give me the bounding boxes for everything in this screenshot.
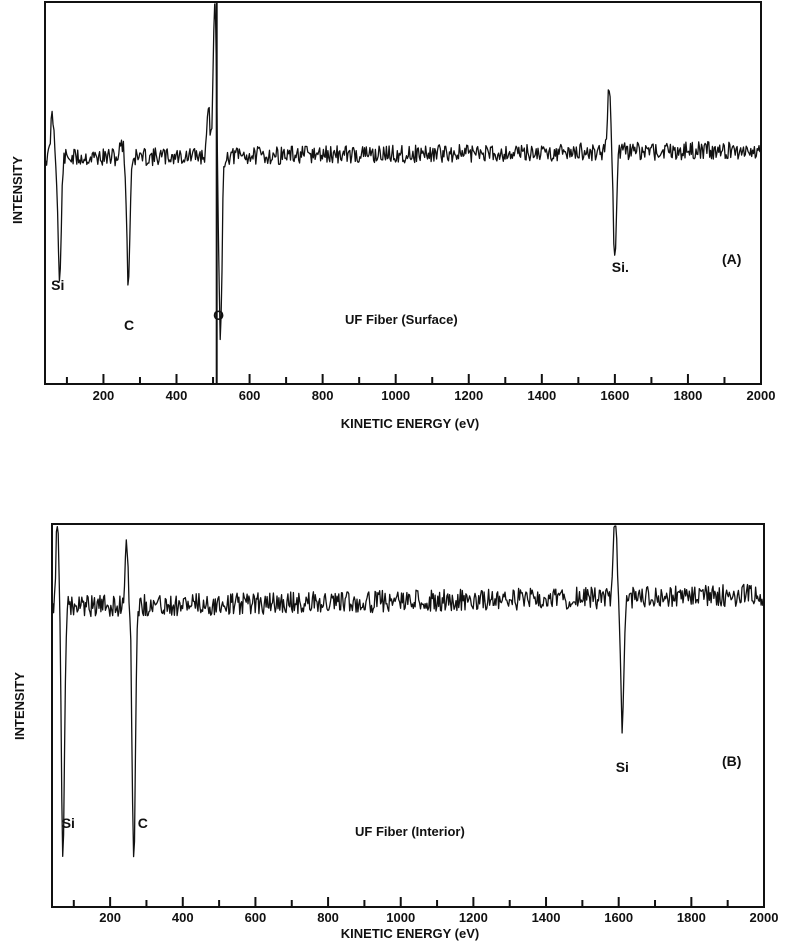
panel-a-peak-label-3: O — [213, 307, 224, 323]
panel-a: 200 400 600 800 1000 1200 1400 1600 1800 2000 Si C… — [10, 1, 776, 431]
panel-b-x-tick-label-400: 400 — [172, 910, 194, 925]
panel-b-x-tick-label-200: 200 — [99, 910, 121, 925]
panel-a-label: (A) — [722, 251, 741, 267]
panel-a-x-tick-label-400: 400 — [166, 388, 188, 403]
panel-a-frame — [44, 1, 762, 385]
panel-b-caption: UF Fiber (Interior) — [355, 824, 465, 839]
panel-a-x-tick-label-1200: 1200 — [454, 388, 483, 403]
panel-a-x-tick-label-1000: 1000 — [381, 388, 410, 403]
panel-b-peak-labels: Si C Si — [62, 759, 629, 831]
panel-b-x-tick-label-1200: 1200 — [459, 910, 488, 925]
panel-a-x-tick-label-1400: 1400 — [527, 388, 556, 403]
panel-b: 200 400 600 800 1000 1200 1400 1600 1800 2000 Si C… — [12, 523, 779, 941]
panel-a-x-axis-title: KINETIC ENERGY (eV) — [341, 416, 479, 431]
panel-b-x-tick-label-2000: 2000 — [750, 910, 779, 925]
panel-b-peak-label-1: Si — [62, 815, 75, 831]
panel-a-x-ticks: 200 400 600 800 1000 1200 1400 1600 1800 2000 — [65, 374, 776, 403]
panel-b-x-tick-label-1600: 1600 — [604, 910, 633, 925]
panel-a-peak-label-2: C — [124, 317, 134, 333]
panel-a-x-tick-label-1800: 1800 — [673, 388, 702, 403]
panel-b-x-ticks: 200 400 600 800 1000 1200 1400 1600 1800 2000 — [72, 897, 779, 925]
panel-a-peak-label-4: Si. — [612, 259, 629, 275]
panel-b-x-tick-label-800: 800 — [317, 910, 339, 925]
panel-a-x-tick-label-2000: 2000 — [747, 388, 776, 403]
panel-b-x-axis-title: KINETIC ENERGY (eV) — [341, 926, 479, 941]
panel-b-y-axis-title: INTENSITY — [12, 672, 27, 740]
panel-b-label: (B) — [722, 753, 741, 769]
panel-a-x-tick-label-1600: 1600 — [600, 388, 629, 403]
panel-b-x-tick-label-600: 600 — [245, 910, 267, 925]
panel-b-x-tick-label-1000: 1000 — [386, 910, 415, 925]
panel-a-caption: UF Fiber (Surface) — [345, 312, 458, 327]
panel-a-x-tick-label-800: 800 — [312, 388, 334, 403]
panel-a-x-tick-label-600: 600 — [239, 388, 261, 403]
panel-b-peak-label-2: C — [138, 815, 148, 831]
panel-a-peak-label-1: Si — [51, 277, 64, 293]
panel-b-spectrum-line — [52, 525, 764, 858]
panel-a-spectrum-line — [45, 3, 761, 341]
panel-b-peak-label-3: Si — [616, 759, 629, 775]
panel-a-x-tick-label-200: 200 — [93, 388, 115, 403]
panel-a-peak-labels: Si C O Si. — [51, 259, 629, 333]
panel-b-x-tick-label-1400: 1400 — [532, 910, 561, 925]
panel-b-x-tick-label-1800: 1800 — [677, 910, 706, 925]
panel-b-frame — [51, 523, 765, 908]
panel-a-y-axis-title: INTENSITY — [10, 156, 25, 224]
